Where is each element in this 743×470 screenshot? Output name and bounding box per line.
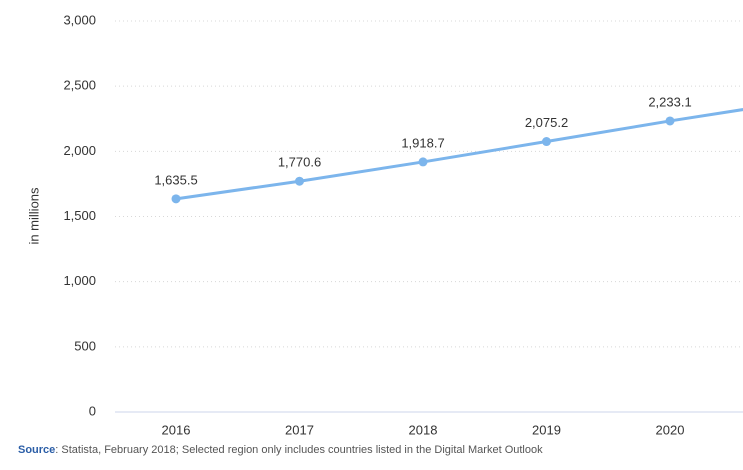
line	[175, 108, 743, 201]
data-label: 1,918.7	[401, 135, 444, 150]
point	[542, 137, 551, 147]
y-tick-label: 2,500	[63, 78, 96, 93]
y-tick-label: 1,000	[63, 273, 96, 288]
source-label: Source	[18, 444, 55, 456]
x-tick-label: 2020	[656, 422, 685, 437]
data-label: 2,233.1	[648, 94, 691, 109]
y-tick-label: 0	[89, 403, 96, 418]
point	[295, 176, 304, 186]
point	[418, 157, 428, 167]
y-tick-label: 500	[74, 338, 96, 353]
data-label: 1,635.5	[154, 172, 197, 187]
data-label: 1,770.6	[278, 155, 321, 170]
source-text: : Statista, February 2018; Selected regi…	[55, 444, 543, 456]
x-tick-label: 2016	[162, 422, 191, 437]
x-tick-label: 2019	[532, 422, 561, 437]
y-tick-label: 1,500	[63, 208, 96, 223]
y-tick-label: 2,000	[63, 143, 96, 158]
source: Source: Statista, February 2018; Selecte…	[18, 444, 543, 456]
y-tick-label: 3,000	[63, 12, 96, 27]
x-tick-label: 2018	[409, 422, 438, 437]
point	[171, 194, 181, 204]
point	[665, 116, 675, 126]
y-axis-label: in millions	[26, 187, 41, 245]
x-tick-label: 2017	[285, 422, 314, 437]
data-label: 2,075.2	[525, 115, 568, 130]
